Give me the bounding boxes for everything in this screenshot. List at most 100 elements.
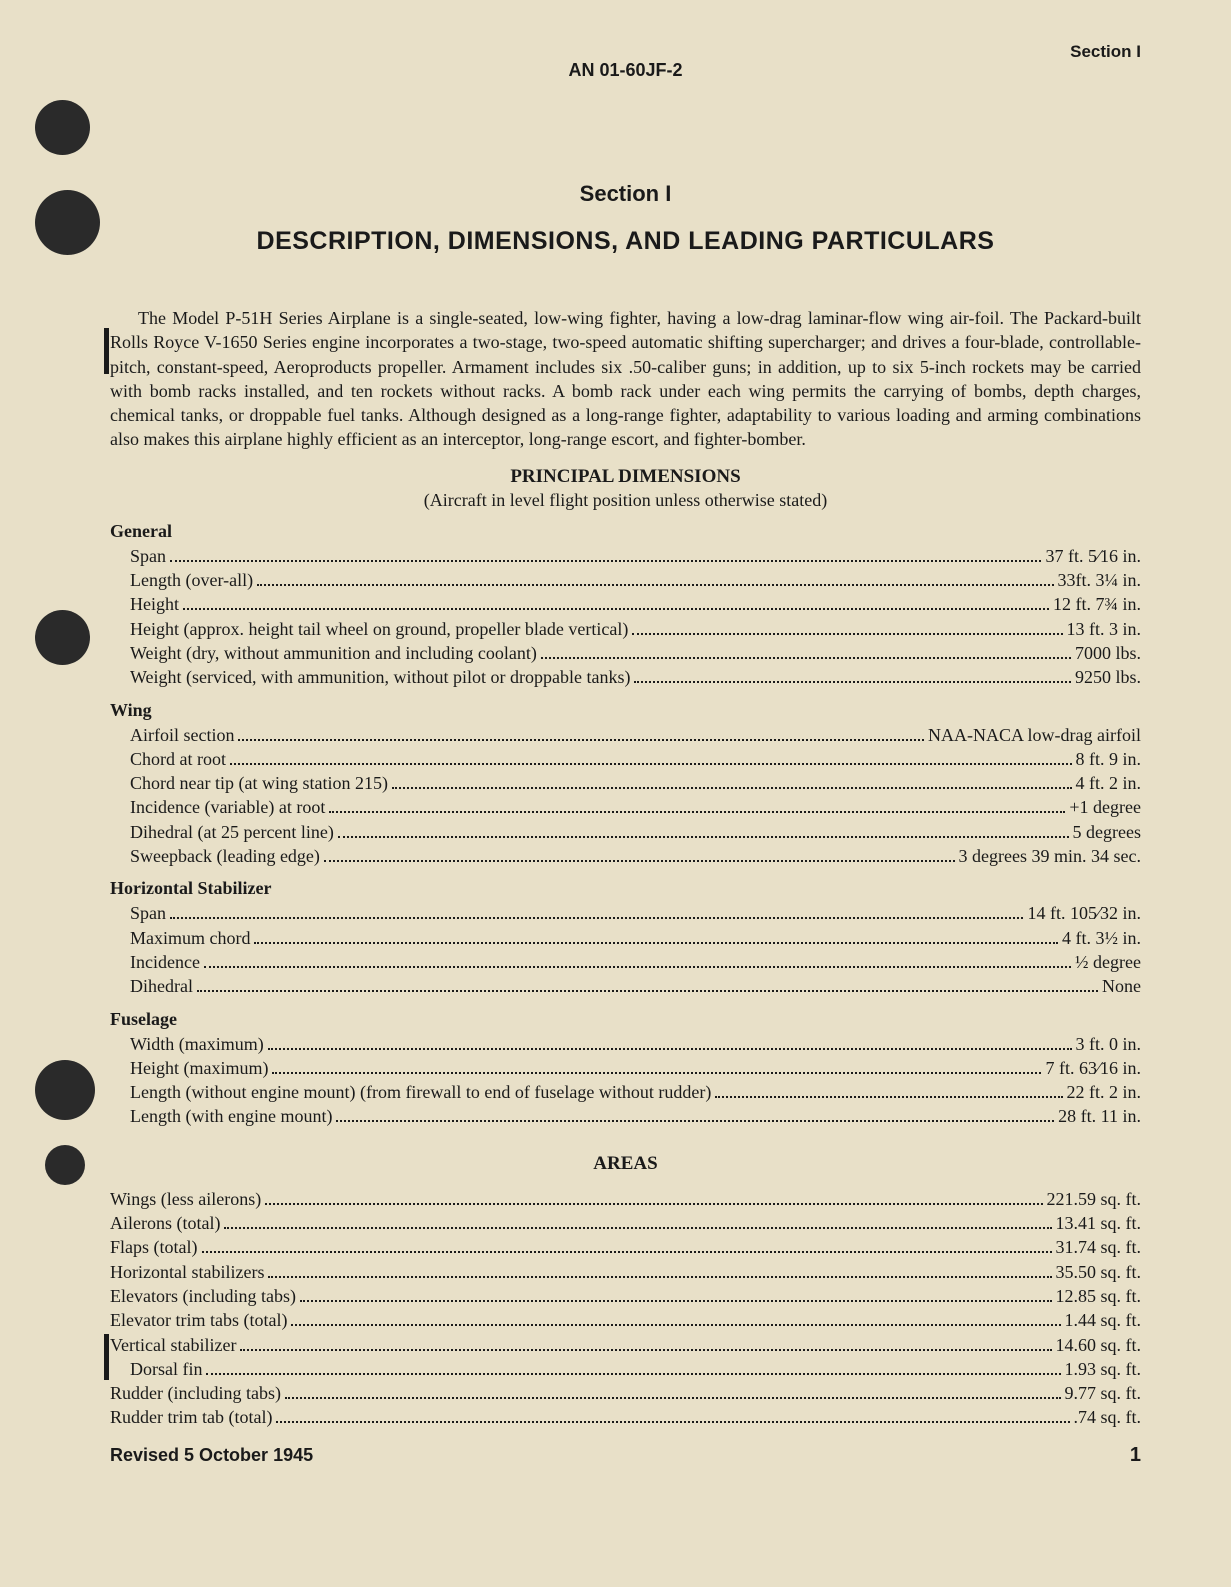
spec-label: Dihedral (130, 974, 193, 998)
spec-row: Height 12 ft. 7¾ in. (110, 592, 1141, 616)
leader-dots (197, 990, 1098, 992)
spec-row: Chord at root8 ft. 9 in. (110, 747, 1141, 771)
spec-row: Height (approx. height tail wheel on gro… (110, 617, 1141, 641)
spec-row: Incidence (variable) at root+1 degree (110, 795, 1141, 819)
spec-row: Airfoil sectionNAA-NACA low-drag airfoil (110, 723, 1141, 747)
spec-value: 4 ft. 3½ in. (1062, 926, 1141, 950)
leader-dots (272, 1072, 1041, 1074)
spec-value: 22 ft. 2 in. (1067, 1080, 1142, 1104)
spec-value: 3 ft. 0 in. (1076, 1032, 1142, 1056)
spec-label: Length (without engine mount) (from fire… (130, 1080, 711, 1104)
spec-row: Incidence ½ degree (110, 950, 1141, 974)
leader-dots (268, 1276, 1051, 1278)
spec-value: 7 ft. 63⁄16 in. (1045, 1056, 1141, 1080)
spec-label: Height (130, 592, 179, 616)
spec-row: Flaps (total) 31.74 sq. ft. (110, 1235, 1141, 1259)
spec-group-title: Fuselage (110, 1009, 1141, 1030)
spec-row: Rudder trim tab (total).74 sq. ft. (110, 1405, 1141, 1429)
spec-value: 3 degrees 39 min. 34 sec. (959, 844, 1141, 868)
leader-dots (183, 608, 1049, 610)
leader-dots (634, 681, 1071, 683)
page-number: 1 (1130, 1444, 1141, 1467)
spec-value: None (1102, 974, 1141, 998)
spec-value: 33ft. 3¼ in. (1058, 568, 1142, 592)
spec-row: Weight (dry, without ammunition and incl… (110, 641, 1141, 665)
spec-value: 31.74 sq. ft. (1056, 1235, 1142, 1259)
spec-row: Chord near tip (at wing station 215)4 ft… (110, 771, 1141, 795)
spec-label: Elevator trim tabs (total) (110, 1308, 287, 1332)
description-paragraph: The Model P-51H Series Airplane is a sin… (110, 306, 1141, 452)
spec-value: 9250 lbs. (1075, 665, 1141, 689)
leader-dots (257, 584, 1053, 586)
spec-row: Maximum chord4 ft. 3½ in. (110, 926, 1141, 950)
spec-value: 28 ft. 11 in. (1058, 1104, 1141, 1128)
spec-value: 1.44 sq. ft. (1065, 1308, 1142, 1332)
spec-label: Ailerons (total) (110, 1211, 220, 1235)
spec-row: Span 14 ft. 105⁄32 in. (110, 901, 1141, 925)
areas-heading: AREAS (110, 1153, 1141, 1175)
spec-row: Dihedral None (110, 974, 1141, 998)
revision-bar (104, 1334, 109, 1380)
spec-label: Airfoil section (130, 723, 234, 747)
leader-dots (170, 560, 1041, 562)
leader-dots (224, 1227, 1051, 1229)
leader-dots (300, 1300, 1052, 1302)
spec-value: 13 ft. 3 in. (1067, 617, 1142, 641)
spec-row: Dorsal fin1.93 sq. ft. (110, 1357, 1141, 1381)
spec-value: ½ degree (1075, 950, 1141, 974)
spec-value: 5 degrees (1073, 820, 1141, 844)
spec-group-title: Horizontal Stabilizer (110, 878, 1141, 899)
leader-dots (276, 1421, 1069, 1423)
spec-value: 221.59 sq. ft. (1047, 1187, 1142, 1211)
spec-label: Incidence (130, 950, 200, 974)
leader-dots (338, 836, 1069, 838)
leader-dots (265, 1203, 1042, 1205)
document-number: AN 01-60JF-2 (110, 60, 1141, 81)
punch-hole (45, 1145, 85, 1185)
spec-row: Elevators (including tabs) 12.85 sq. ft. (110, 1284, 1141, 1308)
principal-dimensions-heading: PRINCIPAL DIMENSIONS (110, 466, 1141, 488)
spec-value: 1.93 sq. ft. (1065, 1357, 1142, 1381)
leader-dots (541, 657, 1071, 659)
spec-label: Weight (serviced, with ammunition, witho… (130, 665, 630, 689)
leader-dots (324, 860, 955, 862)
spec-value: 12.85 sq. ft. (1056, 1284, 1142, 1308)
spec-label: Flaps (total) (110, 1235, 198, 1259)
spec-row: Elevator trim tabs (total) 1.44 sq. ft. (110, 1308, 1141, 1332)
spec-label: Wings (less ailerons) (110, 1187, 261, 1211)
punch-hole (35, 610, 90, 665)
spec-value: 14 ft. 105⁄32 in. (1027, 901, 1141, 925)
header-section: Section I (1070, 42, 1141, 62)
spec-label: Chord at root (130, 747, 226, 771)
spec-value: +1 degree (1069, 795, 1141, 819)
spec-row: Width (maximum)3 ft. 0 in. (110, 1032, 1141, 1056)
spec-row: Dihedral (at 25 percent line)5 degrees (110, 820, 1141, 844)
spec-value: 9.77 sq. ft. (1065, 1381, 1142, 1405)
spec-row: Length (with engine mount)28 ft. 11 in. (110, 1104, 1141, 1128)
spec-row: Length (without engine mount) (from fire… (110, 1080, 1141, 1104)
spec-row: Weight (serviced, with ammunition, witho… (110, 665, 1141, 689)
leader-dots (230, 763, 1072, 765)
spec-row: Span37 ft. 5⁄16 in. (110, 544, 1141, 568)
paragraph-text: The Model P-51H Series Airplane is a sin… (110, 308, 1141, 449)
spec-label: Elevators (including tabs) (110, 1284, 296, 1308)
leader-dots (254, 942, 1058, 944)
spec-row: Rudder (including tabs) 9.77 sq. ft. (110, 1381, 1141, 1405)
spec-label: Chord near tip (at wing station 215) (130, 771, 388, 795)
leader-dots (268, 1048, 1072, 1050)
leader-dots (632, 633, 1062, 635)
leader-dots (392, 787, 1072, 789)
spec-row: Ailerons (total)13.41 sq. ft. (110, 1211, 1141, 1235)
leader-dots (206, 1373, 1060, 1375)
spec-label: Span (130, 901, 166, 925)
page-title: DESCRIPTION, DIMENSIONS, AND LEADING PAR… (110, 227, 1141, 256)
spec-value: 37 ft. 5⁄16 in. (1045, 544, 1141, 568)
leader-dots (204, 966, 1071, 968)
spec-row: Length (over-all)33ft. 3¼ in. (110, 568, 1141, 592)
spec-label: Rudder (including tabs) (110, 1381, 281, 1405)
spec-group-title: General (110, 521, 1141, 542)
spec-label: Rudder trim tab (total) (110, 1405, 272, 1429)
spec-value: 12 ft. 7¾ in. (1053, 592, 1141, 616)
leader-dots (291, 1324, 1060, 1326)
revised-date: Revised 5 October 1945 (110, 1445, 313, 1466)
